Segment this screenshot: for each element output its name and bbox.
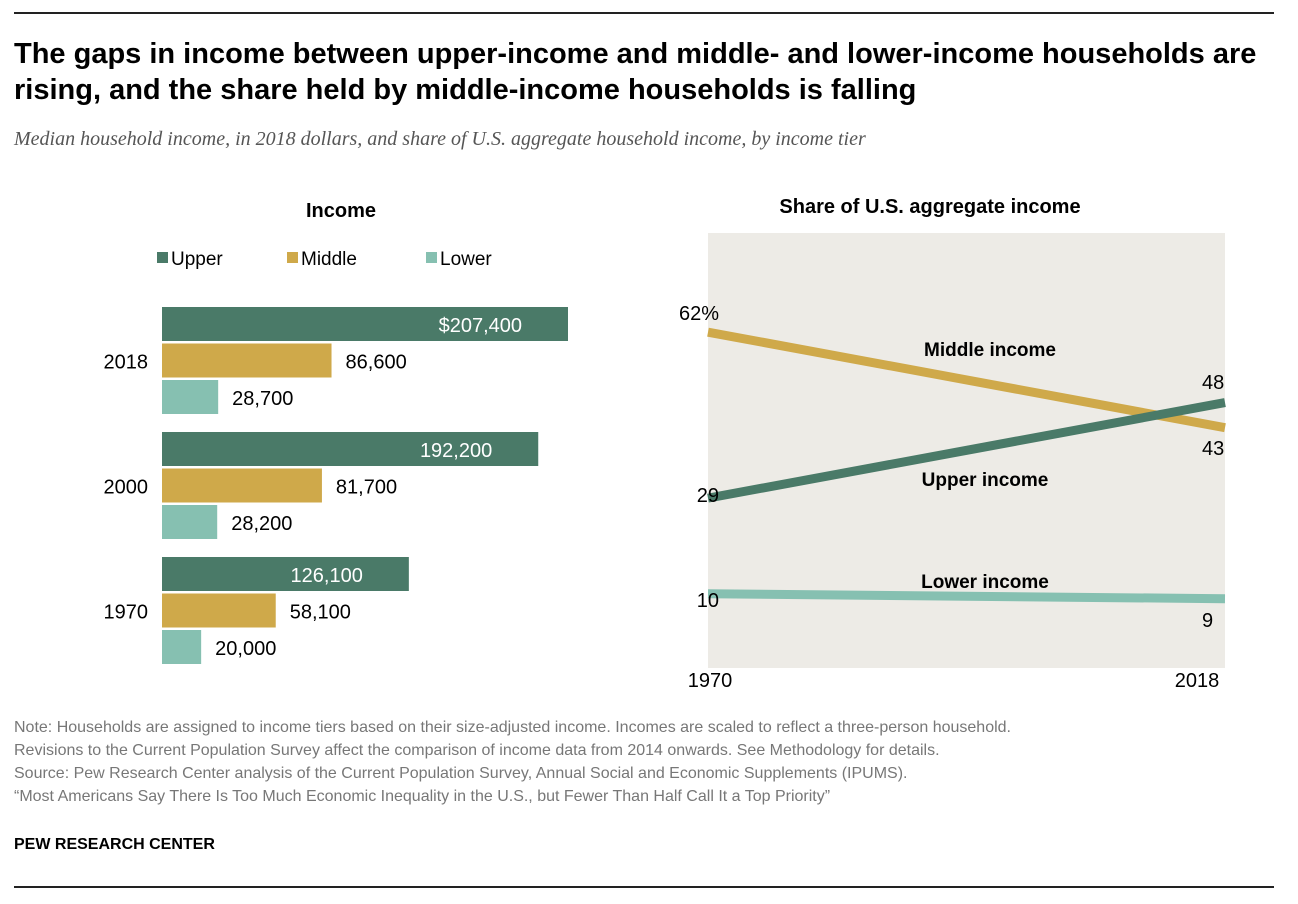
note-line: Revisions to the Current Population Surv…: [14, 742, 940, 759]
data-label-upper-1970: 126,100: [291, 565, 363, 587]
notes: Note: Households are assigned to income …: [14, 716, 1011, 808]
data-label-lower-2000: 28,200: [231, 513, 292, 535]
x-tick-2018: 2018: [1175, 670, 1220, 692]
bar-middle-1970: [162, 593, 276, 628]
bar-upper-1970: [162, 557, 409, 591]
bar-upper-2000: [162, 432, 539, 466]
series-label-upper-income: Upper income: [922, 470, 1049, 491]
legend-label-middle: Middle: [301, 249, 357, 270]
category-label-1970: 1970: [104, 602, 149, 624]
value-label-lower-1970: 10: [697, 590, 719, 612]
legend-swatch-upper: [157, 252, 168, 263]
series-label-middle-income: Middle income: [924, 340, 1056, 361]
top-rule: [14, 12, 1274, 14]
series-label-lower-income: Lower income: [921, 572, 1049, 593]
value-label-lower-2018: 9: [1202, 610, 1213, 632]
bar-upper-2018: [162, 307, 568, 341]
category-label-2000: 2000: [104, 477, 149, 499]
bar-middle-2018: [162, 343, 332, 378]
line-middle-income: [707, 327, 1226, 433]
value-label-upper-1970: 29: [697, 485, 719, 507]
bar-chart-title: Income: [306, 200, 376, 222]
pew-logo: PEW RESEARCH CENTER: [14, 836, 215, 853]
bar-lower-1970: [162, 630, 202, 664]
source-line: Source: Pew Research Center analysis of …: [14, 765, 908, 782]
x-tick-1970: 1970: [688, 670, 733, 692]
data-label-upper-2018: $207,400: [439, 315, 522, 337]
bottom-rule: [14, 886, 1274, 888]
legend-label-lower: Lower: [440, 249, 492, 270]
data-label-upper-2000: 192,200: [420, 440, 492, 462]
category-label-2018: 2018: [104, 352, 149, 374]
report-title-line: “Most Americans Say There Is Too Much Ec…: [14, 788, 831, 805]
value-label-middle-1970: 62%: [679, 303, 719, 325]
data-label-lower-1970: 20,000: [215, 638, 276, 660]
value-label-upper-2018: 48: [1202, 372, 1224, 394]
legend-swatch-lower: [426, 252, 437, 263]
line-upper-income: [707, 398, 1226, 503]
chart-subtitle: Median household income, in 2018 dollars…: [14, 128, 866, 150]
bar-lower-2018: [162, 380, 219, 414]
line-chart-title: Share of U.S. aggregate income: [779, 196, 1080, 218]
value-label-middle-2018: 43: [1202, 438, 1224, 460]
bar-middle-2000: [162, 468, 322, 503]
data-label-middle-2000: 81,700: [336, 477, 397, 499]
bar-lower-2000: [162, 505, 218, 539]
data-label-middle-2018: 86,600: [346, 352, 407, 374]
chart-title: The gaps in income between upper-income …: [14, 38, 1257, 106]
note-line: Note: Households are assigned to income …: [14, 719, 1011, 736]
line-lower-income: [707, 589, 1226, 604]
data-label-lower-2018: 28,700: [232, 388, 293, 410]
legend-label-upper: Upper: [171, 249, 223, 270]
data-label-middle-1970: 58,100: [290, 602, 351, 624]
legend-swatch-middle: [287, 252, 298, 263]
